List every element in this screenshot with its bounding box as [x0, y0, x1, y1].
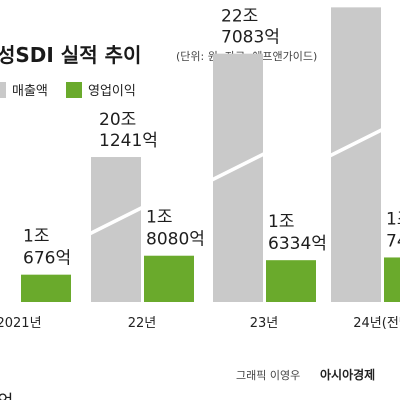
x-axis-category-label: 2021년 [0, 316, 42, 331]
revenue-label-trillion: 20조 [99, 110, 136, 130]
axis-break-mark [330, 127, 382, 158]
legend-label-operating-profit: 영업이익 [88, 84, 136, 99]
revenue-label-hundred-million: 1241억 [99, 131, 158, 151]
axis-break-mark [90, 205, 142, 236]
chart-title: 성SDI 실적 추이 [0, 43, 141, 67]
legend-swatch-revenue [0, 82, 6, 98]
operating-profit-bar [144, 255, 194, 302]
operating-profit-label-trillion: 1조 [146, 208, 172, 228]
operating-profit-label-hundred-million: 8080억 [146, 230, 205, 250]
operating-profit-label-trillion: 1조 [268, 212, 294, 232]
axis-break-mark [0, 341, 19, 355]
revenue-label-hundred-million: 7083억 [221, 28, 280, 48]
revenue-bar [213, 53, 263, 302]
operating-profit-label-hundred-million: 676억 [23, 249, 71, 269]
operating-profit-bar [21, 274, 71, 302]
x-axis-category-label: 24년(전망 [353, 316, 400, 331]
credit-brand: 아시아경제 [320, 367, 375, 382]
axis-break-mark [212, 151, 264, 182]
legend-swatch-operating-profit [66, 82, 82, 98]
operating-profit-label-trillion: 1조 [23, 227, 49, 247]
operating-profit-label-hundred-million: 74 [386, 231, 400, 251]
operating-profit-bar [384, 257, 400, 302]
revenue-label-trillion: 22조 [221, 7, 258, 27]
bars-layer [0, 7, 400, 355]
x-axis-category-label: 23년 [250, 316, 279, 331]
legend-label-revenue: 매출액 [12, 84, 48, 99]
x-axis-category-label: 22년 [128, 316, 157, 331]
operating-profit-label-trillion: 1조 [386, 209, 400, 229]
revenue-label-hundred-million: 8665억 [339, 0, 398, 1]
revenue-label-hundred-million: 32억 [0, 392, 13, 400]
credit-graphic: 그래픽 이영우 [236, 369, 300, 382]
operating-profit-label-hundred-million: 6334억 [268, 234, 327, 254]
revenue-bar [331, 7, 381, 303]
operating-profit-bar [266, 260, 316, 302]
